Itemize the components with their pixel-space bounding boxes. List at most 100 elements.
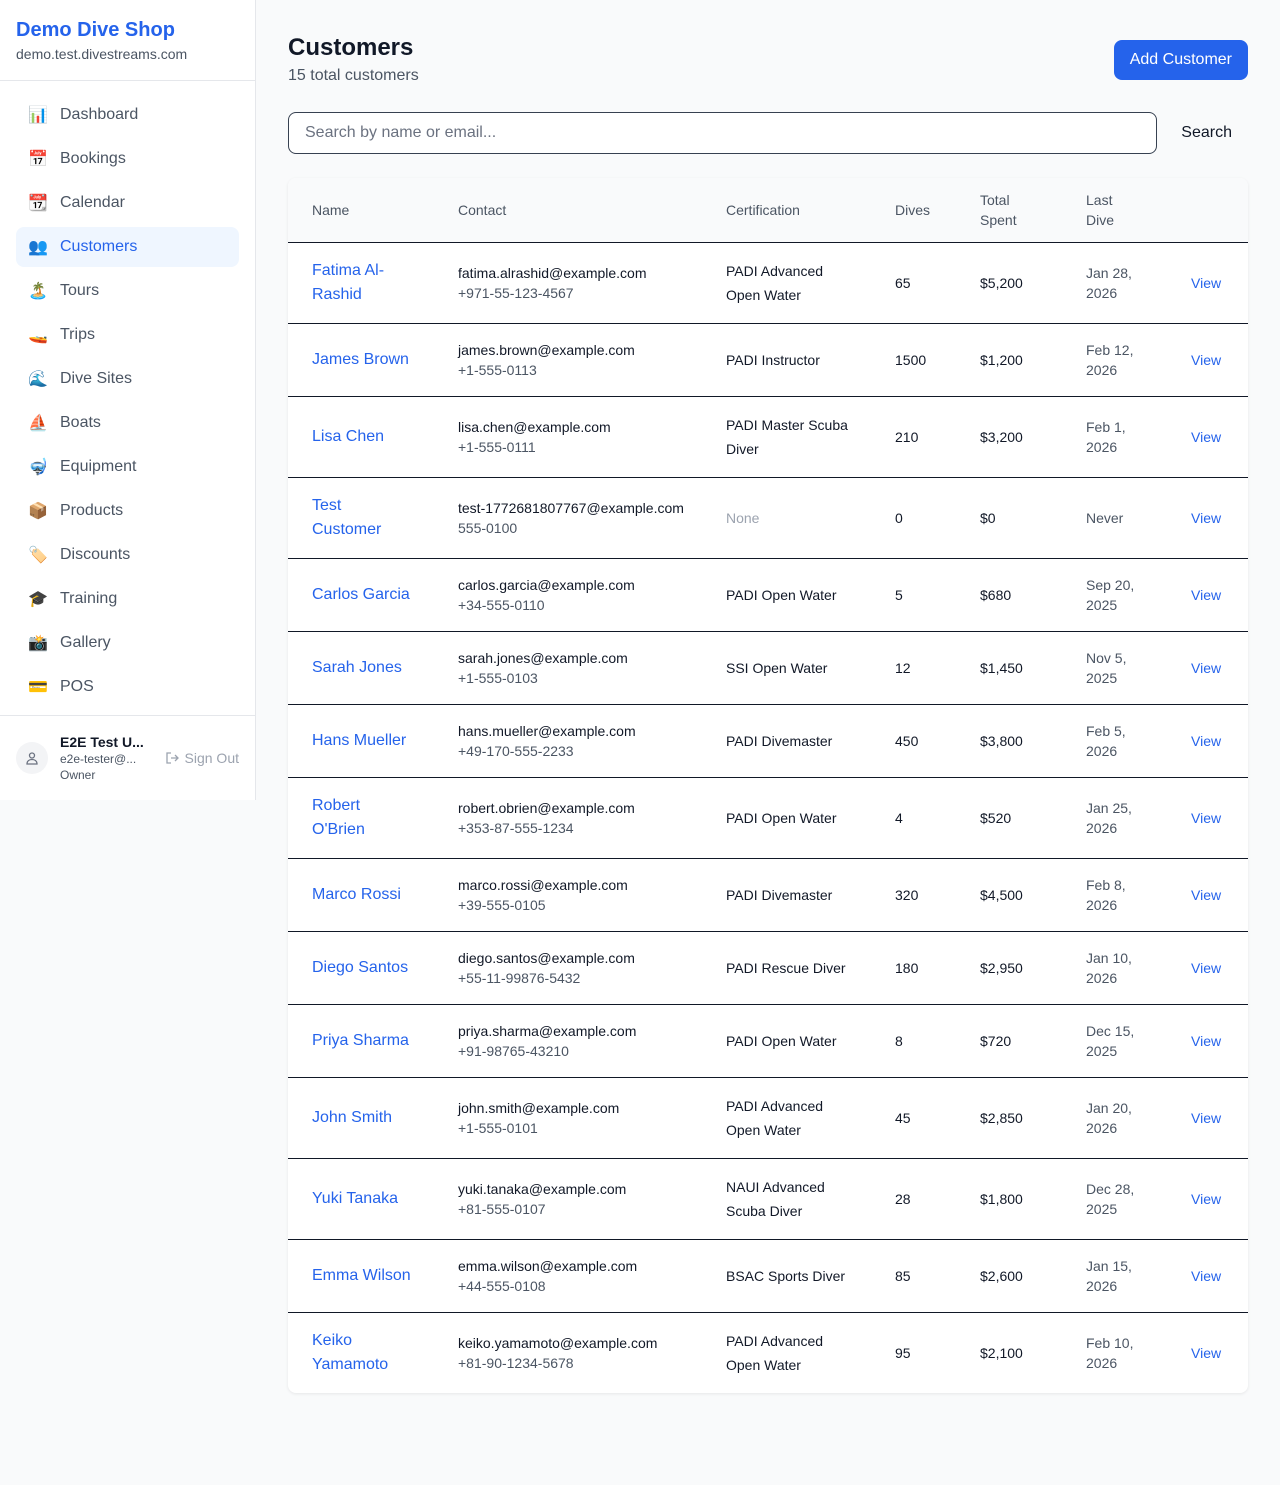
sidebar-item-calendar[interactable]: 📆 Calendar — [16, 183, 239, 223]
main-content: Customers 15 total customers Add Custome… — [288, 32, 1248, 1393]
customer-name-link[interactable]: John Smith — [288, 1077, 434, 1159]
table-row: Test Customer test-1772681807767@example… — [288, 477, 1248, 559]
view-customer-link[interactable]: View — [1167, 396, 1248, 478]
contact-cell: marco.rossi@example.com +39-555-0105 — [434, 858, 702, 932]
view-customer-link[interactable]: View — [1167, 242, 1248, 324]
page-title: Customers — [288, 34, 414, 61]
view-customer-link[interactable]: View — [1167, 777, 1248, 859]
view-customer-link[interactable]: View — [1167, 323, 1248, 397]
search-button[interactable]: Search — [1157, 124, 1248, 142]
contact-cell: james.brown@example.com +1-555-0113 — [434, 323, 702, 397]
contact-cell: lisa.chen@example.com +1-555-0111 — [434, 396, 702, 478]
customer-email: carlos.garcia@example.com — [458, 576, 635, 593]
customer-name-link[interactable]: Marco Rossi — [288, 858, 434, 932]
sidebar-item-discounts[interactable]: 🏷️ Discounts — [16, 535, 239, 575]
last-dive: Feb 10, 2026 — [1086, 1334, 1134, 1371]
view-customer-link[interactable]: View — [1167, 858, 1248, 932]
tours-icon: 🏝️ — [28, 283, 48, 300]
view-customer-link[interactable]: View — [1191, 1344, 1222, 1361]
contact-cell: keiko.yamamoto@example.com +81-90-1234-56… — [434, 1312, 702, 1393]
sidebar-item-dashboard[interactable]: 📊 Dashboard — [16, 95, 239, 135]
sidebar-item-gallery[interactable]: 📸 Gallery — [16, 623, 239, 663]
certification: PADI Advanced Open Water — [726, 1332, 824, 1373]
customer-name-link[interactable]: Diego Santos — [288, 931, 434, 1005]
customer-name-link[interactable]: James Brown — [288, 323, 434, 397]
total-spent: $2,850 — [956, 1077, 1062, 1159]
customer-phone: +49-170-555-2233 — [458, 742, 574, 759]
customer-name-link[interactable]: Priya Sharma — [288, 1004, 434, 1078]
customer-phone: +91-98765-43210 — [458, 1042, 569, 1059]
table-row: John Smith john.smith@example.com +1-555-… — [288, 1077, 1248, 1159]
dives: 85 — [871, 1239, 956, 1313]
total-spent: $5,200 — [956, 242, 1062, 324]
sidebar-item-bookings[interactable]: 📅 Bookings — [16, 139, 239, 179]
sidebar-item-dive-sites[interactable]: 🌊 Dive Sites — [16, 359, 239, 399]
table-row: Keiko Yamamoto keiko.yamamoto@example.co… — [288, 1312, 1248, 1393]
customer-phone: +1-555-0101 — [458, 1119, 538, 1136]
brand-name[interactable]: Demo Dive Shop — [16, 19, 175, 41]
sidebar-item-pos[interactable]: 💳 POS — [16, 667, 239, 707]
table-row: James Brown james.brown@example.com +1-55… — [288, 323, 1248, 397]
sidebar-item-tours[interactable]: 🏝️ Tours — [16, 271, 239, 311]
dives: 65 — [871, 242, 956, 324]
view-customer-link[interactable]: View — [1167, 477, 1248, 559]
customer-name-link[interactable]: Emma Wilson — [288, 1239, 434, 1313]
dashboard-icon: 📊 — [28, 107, 48, 124]
customer-name-link[interactable]: Carlos Garcia — [288, 558, 434, 632]
customer-name-link[interactable]: Hans Mueller — [288, 704, 434, 778]
sidebar-item-label: Trips — [60, 326, 95, 343]
boats-icon: ⛵ — [28, 415, 48, 432]
customers-table: Name Contact Certification Dives Total Spent… — [288, 178, 1248, 1393]
sidebar-item-trips[interactable]: 🚤 Trips — [16, 315, 239, 355]
sign-out-button[interactable]: Sign Out — [165, 750, 239, 766]
customer-email: hans.mueller@example.com — [458, 722, 636, 739]
customer-email: priya.sharma@example.com — [458, 1022, 637, 1039]
view-customer-link[interactable]: View — [1167, 931, 1248, 1005]
view-customer-link[interactable]: View — [1167, 1158, 1248, 1240]
customer-name-link[interactable]: Sarah Jones — [288, 631, 434, 705]
customer-count: 15 total customers — [288, 67, 419, 84]
customer-phone: +1-555-0111 — [458, 438, 536, 455]
user-icon — [16, 742, 48, 774]
view-customer-link[interactable]: View — [1167, 1004, 1248, 1078]
certification: PADI Divemaster — [702, 704, 871, 778]
dives: 1500 — [871, 323, 956, 397]
sidebar-item-products[interactable]: 📦 Products — [16, 491, 239, 531]
table-row: Robert O'Brien robert.obrien@example.com… — [288, 777, 1248, 859]
table-row: Emma Wilson emma.wilson@example.com +44-5… — [288, 1239, 1248, 1313]
sidebar-item-boats[interactable]: ⛵ Boats — [16, 403, 239, 443]
customer-name-link[interactable]: Keiko Yamamoto — [312, 1331, 389, 1373]
customer-email: keiko.yamamoto@example.com — [458, 1334, 658, 1351]
sidebar-nav: 📊 Dashboard 📅 Bookings 📆 Calendar 👥 Customers 🏝️… — [0, 81, 255, 707]
certification: None — [702, 477, 871, 559]
view-customer-link[interactable]: View — [1167, 631, 1248, 705]
customer-email: emma.wilson@example.com — [458, 1257, 638, 1274]
sidebar-item-training[interactable]: 🎓 Training — [16, 579, 239, 619]
customer-name-link[interactable]: Test Customer — [288, 477, 434, 559]
add-customer-button[interactable]: Add Customer — [1113, 40, 1248, 80]
total-spent: $1,450 — [956, 631, 1062, 705]
last-dive: Nov 5, 2025 — [1062, 631, 1167, 705]
customer-name-link[interactable]: Lisa Chen — [288, 396, 434, 478]
table-row: Fatima Al-Rashid fatima.alrashid@example… — [288, 242, 1248, 324]
view-customer-link[interactable]: View — [1167, 558, 1248, 632]
dives: 4 — [871, 777, 956, 859]
customer-name-link[interactable]: Robert O'Brien — [288, 777, 434, 859]
search-input[interactable] — [288, 112, 1158, 154]
total-spent: $3,200 — [956, 396, 1062, 478]
column-header: Contact — [434, 178, 702, 243]
last-dive: Dec 28, 2025 — [1062, 1158, 1167, 1240]
certification: PADI Instructor — [702, 323, 871, 397]
sidebar-item-label: Dashboard — [60, 106, 139, 123]
sidebar-item-customers[interactable]: 👥 Customers — [16, 227, 239, 267]
customer-name-link[interactable]: Yuki Tanaka — [288, 1158, 434, 1240]
sidebar-item-label: Bookings — [60, 150, 126, 167]
sidebar-item-equipment[interactable]: 🤿 Equipment — [16, 447, 239, 487]
equipment-icon: 🤿 — [28, 459, 48, 476]
certification: PADI Rescue Diver — [702, 931, 871, 1005]
customer-name-link[interactable]: Fatima Al-Rashid — [288, 242, 434, 324]
view-customer-link[interactable]: View — [1167, 1077, 1248, 1159]
total-spent: $1,800 — [956, 1158, 1062, 1240]
view-customer-link[interactable]: View — [1167, 1239, 1248, 1313]
view-customer-link[interactable]: View — [1167, 704, 1248, 778]
